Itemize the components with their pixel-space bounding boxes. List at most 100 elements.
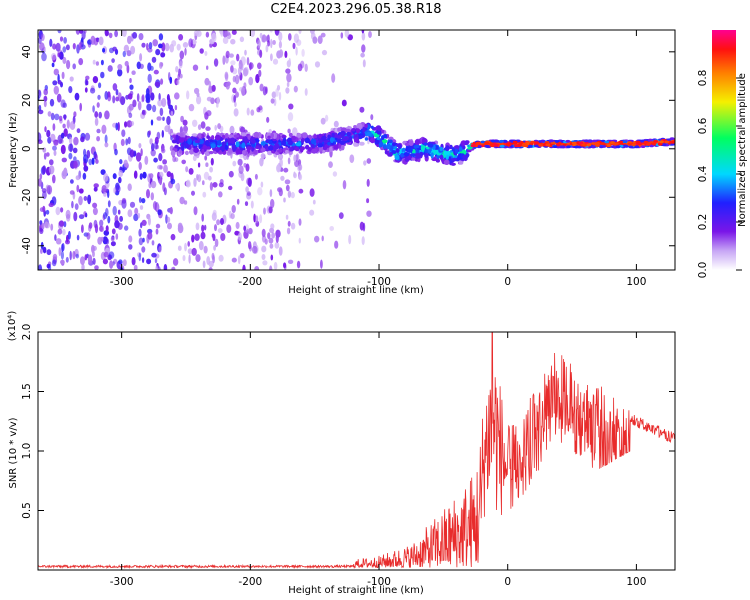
spectrogram-cell — [60, 132, 65, 139]
spectrogram-cell — [191, 133, 198, 137]
spectrogram-cell — [229, 53, 234, 58]
spectrogram-cell — [127, 183, 132, 191]
spectrogram-cell — [566, 145, 571, 149]
spectrogram-cell — [231, 144, 236, 150]
spectrogram-cell — [201, 224, 205, 233]
spectrogram-cell — [158, 93, 161, 101]
spectrogram-cell — [72, 250, 76, 260]
spectrogram-cell — [171, 266, 176, 270]
spectrogram-cell — [268, 237, 274, 244]
spectrogram-cell — [217, 228, 223, 234]
spectrogram-cell — [304, 137, 310, 144]
spectrogram-cell — [96, 136, 100, 142]
spectrogram-cell — [132, 32, 138, 39]
spectrogram-cell — [287, 141, 293, 146]
spectrogram-cell — [38, 109, 44, 115]
spectrogram-cell — [240, 126, 246, 133]
spectrogram-cell — [40, 33, 45, 42]
spectrogram-cell — [95, 159, 99, 164]
spectrogram-cell — [651, 142, 657, 146]
spectrogram-cell — [53, 150, 57, 157]
spectrogram-cells — [38, 30, 675, 270]
spectrogram-cell — [310, 138, 317, 145]
spectrogram-cell — [246, 228, 249, 234]
spectrogram-cell — [151, 240, 155, 246]
spectrogram-cell — [118, 170, 124, 177]
spectrogram-cell — [87, 254, 93, 264]
spectrogram-cell — [202, 145, 208, 150]
spectrogram-cell — [293, 85, 298, 93]
spectrogram-cell — [61, 157, 67, 163]
spectrogram-cell — [131, 70, 136, 75]
spectrogram-cell — [312, 36, 318, 44]
spectrogram-cell — [68, 136, 73, 144]
spectrogram-cell — [158, 33, 164, 41]
spectrogram-cell — [57, 80, 62, 85]
spectrogram-cell — [141, 257, 145, 263]
spectrogram-cell — [182, 119, 188, 126]
spectrogram-cell — [233, 108, 239, 117]
spectrogram-cell — [38, 178, 42, 187]
spectrogram-cell — [494, 144, 499, 147]
spectrogram-cell — [59, 36, 64, 42]
spectrogram-cell — [60, 144, 66, 155]
spectrogram-cell — [79, 102, 82, 112]
spectrogram-cell — [52, 43, 57, 50]
spectrogram-cell — [134, 207, 139, 215]
spectrogram-cell — [274, 143, 280, 150]
spectrogram-cell — [198, 133, 202, 139]
spectrogram-cell — [68, 152, 73, 160]
spectrogram-cell — [162, 159, 168, 165]
spectrogram-cell — [42, 246, 47, 254]
spectrogram-cell — [103, 173, 109, 182]
spectrogram-cell — [302, 132, 308, 139]
spectrogram-cell — [657, 142, 663, 146]
spectrogram-cell — [112, 173, 117, 180]
spectrogram-cell — [293, 171, 296, 178]
spectrogram-cell — [50, 53, 57, 61]
spectrogram-cell — [72, 63, 76, 70]
spectrogram-cell — [269, 243, 274, 249]
spectrogram-cell — [281, 134, 287, 139]
spectrogram-cell — [141, 198, 146, 204]
spectrogram-cell — [192, 119, 198, 128]
spectrogram-cell — [81, 30, 86, 40]
spectrogram-cell — [162, 116, 165, 122]
spectrogram-cell — [234, 230, 240, 236]
spectrogram-cell — [314, 235, 320, 243]
y-tick-label: 20 — [21, 94, 33, 107]
spectrogram-cell — [147, 231, 153, 240]
spectrogram-cell — [205, 126, 211, 131]
spectrogram-cell — [467, 146, 473, 150]
spectrogram-cell — [637, 142, 643, 146]
spectrogram-cell — [49, 98, 55, 107]
spectrogram-cell — [411, 157, 416, 161]
spectrogram-cell — [204, 224, 207, 231]
spectrogram-cell — [57, 30, 62, 34]
spectrogram-cell — [361, 30, 365, 34]
spectrogram-cell — [40, 248, 43, 254]
spectrogram-cell — [102, 258, 108, 265]
spectrogram-cell — [622, 140, 628, 144]
spectrogram-cell — [334, 240, 339, 249]
spectrogram-cell — [328, 161, 333, 169]
spectrogram-cell — [57, 52, 61, 58]
spectrogram-cell — [366, 210, 372, 217]
x-tick-label: -200 — [238, 576, 262, 588]
spectrogram-cell — [73, 211, 78, 222]
spectrogram-cell — [61, 243, 65, 252]
spectrogram-cell — [560, 145, 566, 149]
spectrogram-cell — [169, 206, 173, 215]
spectrogram-cell — [141, 94, 145, 102]
spectrogram-cell — [175, 134, 179, 141]
spectrogram-cell — [86, 149, 91, 159]
spectrogram-cell — [353, 142, 357, 147]
spectrogram-cell — [329, 146, 333, 153]
spectrogram-cell — [534, 141, 540, 145]
spectrogram-cell — [52, 253, 58, 261]
spectrogram-cell — [364, 137, 369, 141]
spectrogram-cell — [103, 251, 109, 258]
spectrogram-cell — [150, 192, 154, 201]
spectrogram-cell — [298, 218, 302, 226]
spectrogram-cell — [212, 182, 218, 188]
